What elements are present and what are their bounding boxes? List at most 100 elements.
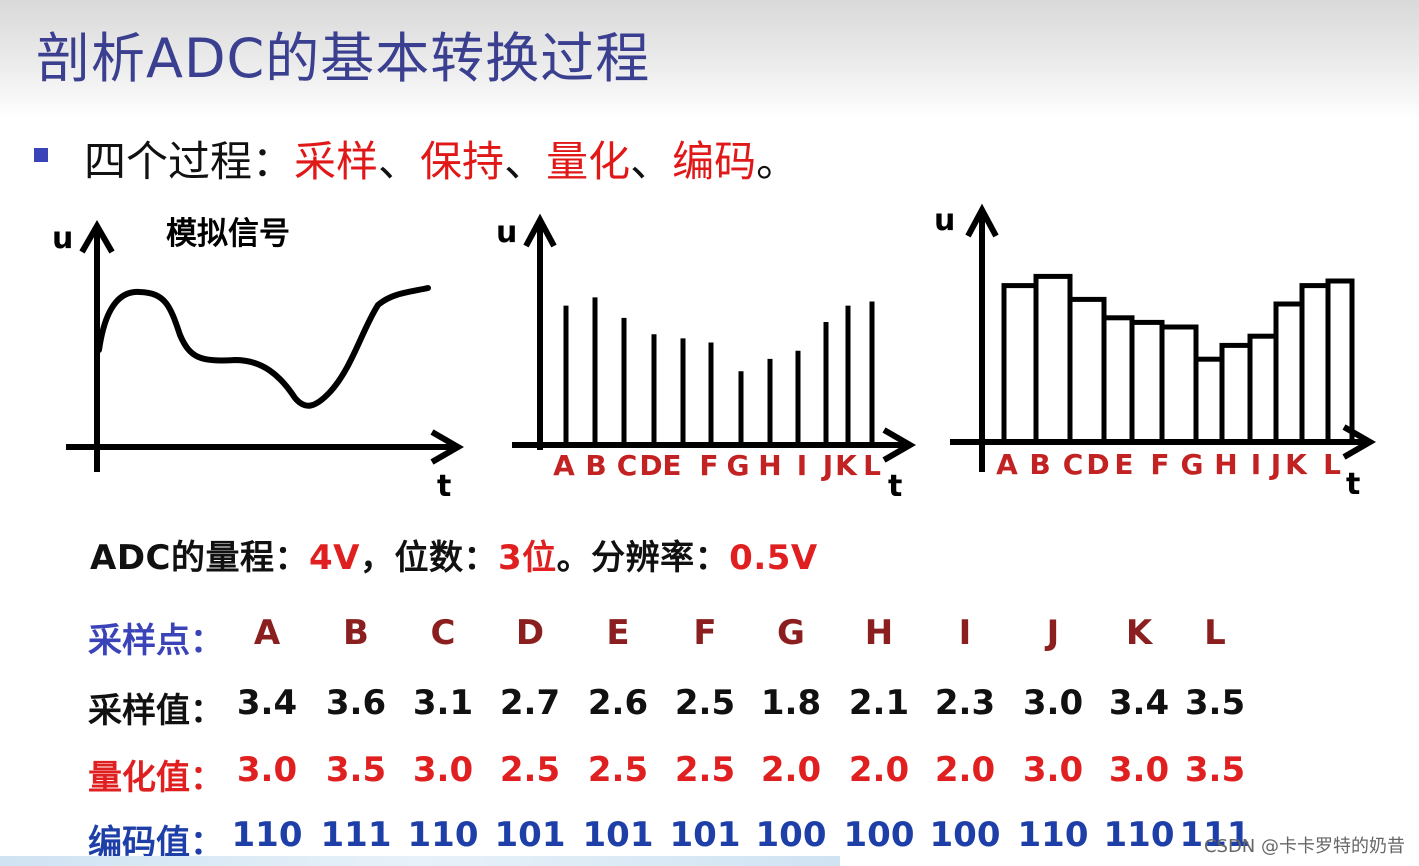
page-title: 剖析ADC的基本转换过程 <box>36 27 651 90</box>
process-quantizing: 量化 <box>546 137 631 186</box>
sample-letter: E <box>662 449 681 482</box>
range-value: 4V <box>309 538 360 578</box>
sample-value-cell: 3.4 <box>236 683 298 723</box>
sample-letter: B <box>585 449 606 482</box>
hold-letter: G <box>1181 448 1204 481</box>
hold-bar <box>1033 273 1073 445</box>
code-value-cell: 100 <box>755 815 827 855</box>
hold-letter: D <box>1086 448 1109 481</box>
sample-letter: L <box>863 449 881 482</box>
row-label-samples: 采样值： <box>88 691 224 731</box>
hold-letter: F <box>1150 448 1169 481</box>
hold-bar <box>1247 333 1279 445</box>
bottom-decorative-strip <box>0 856 840 866</box>
resolution-value: 0.5V <box>729 538 818 578</box>
hold-bar <box>1299 283 1331 445</box>
analog-signal-chart: u t 模拟信号 <box>52 216 465 504</box>
watermark: CSDN @卡卡罗特的奶昔 <box>1203 836 1405 857</box>
sample-value-cell: 2.1 <box>848 683 910 723</box>
adc-spec-line: ADC的量程：4V，位数：3位。分辨率：0.5V <box>90 530 818 579</box>
quantized-value-cell: 2.0 <box>848 750 910 790</box>
sample-point-cell: B <box>343 613 369 653</box>
code-value-cell: 111 <box>320 815 392 855</box>
quantized-value-cell: 3.0 <box>236 750 298 790</box>
x-axis-arrow-icon <box>882 427 917 463</box>
hold-letter: A <box>996 448 1018 481</box>
hold-letter: I <box>1251 448 1261 481</box>
sample-point-cell: J <box>1046 613 1060 653</box>
resolution-label: 分辨率： <box>591 538 730 578</box>
analog-signal-curve <box>96 285 431 409</box>
y-axis-arrow-icon <box>79 219 115 254</box>
hold-bars <box>1001 273 1355 445</box>
sample-point-cell: I <box>958 613 972 653</box>
sample-letter: K <box>835 449 858 482</box>
process-encoding: 编码 <box>672 137 757 186</box>
hold-bar <box>1129 319 1165 445</box>
process-sampling: 采样 <box>294 137 379 186</box>
hold-bar <box>1101 315 1135 445</box>
sample-value-cell: 3.4 <box>1108 683 1170 723</box>
hold-bar <box>1067 296 1107 445</box>
y-axis-arrow-icon <box>965 203 999 238</box>
code-value-cell: 110 <box>1103 815 1175 855</box>
bullet-row: 四个过程：采样、保持、量化、编码。 <box>34 128 798 186</box>
code-value-cell: 100 <box>843 815 915 855</box>
code-value-cell: 101 <box>494 815 566 855</box>
axis-u-label: u <box>496 215 517 250</box>
sample-value-cell: 3.0 <box>1022 683 1084 723</box>
sample-letter: A <box>553 449 575 482</box>
bullet-separator: 、 <box>504 137 547 186</box>
sample-value-cell: 3.6 <box>325 683 387 723</box>
quantized-value-cell: 3.0 <box>412 750 474 790</box>
hold-letter: J <box>1269 448 1281 481</box>
sample-letter: G <box>727 449 750 482</box>
sample-value-cell: 2.3 <box>934 683 996 723</box>
hold-bar <box>1273 301 1305 445</box>
bullet-prefix: 四个过程： <box>84 137 295 186</box>
sample-letter: H <box>758 449 781 482</box>
hold-bar <box>1325 278 1355 445</box>
code-value-cell: 101 <box>669 815 741 855</box>
quantized-value-cell: 2.0 <box>934 750 996 790</box>
sample-value-cell: 2.6 <box>587 683 649 723</box>
sample-letter: C <box>617 449 638 482</box>
quantized-value-cell: 3.0 <box>1022 750 1084 790</box>
hold-letter: C <box>1063 448 1084 481</box>
sample-letter: F <box>699 449 718 482</box>
row-label-quantized: 量化值： <box>88 758 224 798</box>
info-separator: 。 <box>556 538 592 578</box>
code-value-cell: 100 <box>929 815 1001 855</box>
sample-value-cell: 2.5 <box>674 683 736 723</box>
bullet-separator: 、 <box>630 137 673 186</box>
sample-point-cell: C <box>430 613 456 653</box>
sample-letter: J <box>821 449 833 482</box>
title-band <box>0 0 1419 120</box>
sample-value-cell: 2.7 <box>499 683 561 723</box>
axis-u-label: u <box>934 203 955 238</box>
sample-point-cell: K <box>1125 613 1153 653</box>
quantized-value-cell: 2.5 <box>499 750 561 790</box>
sample-point-cell: F <box>693 613 717 653</box>
axis-t-label: t <box>1346 467 1360 502</box>
hold-letter: H <box>1214 448 1237 481</box>
sample-point-cell: D <box>515 613 545 653</box>
hold-letter: B <box>1029 448 1050 481</box>
hold-bar <box>1001 283 1039 445</box>
bits-label: 位数： <box>394 538 498 578</box>
row-label-points: 采样点： <box>88 621 224 661</box>
sample-stems <box>563 297 875 445</box>
hold-letter: L <box>1323 448 1341 481</box>
code-value-cell: 110 <box>407 815 479 855</box>
hold-bar <box>1193 356 1225 445</box>
code-value-cell: 101 <box>582 815 654 855</box>
sample-value-cell: 1.8 <box>760 683 822 723</box>
sample-point-cell: H <box>864 613 894 653</box>
sample-value-cell: 3.1 <box>412 683 474 723</box>
quantized-value-cell: 3.5 <box>325 750 387 790</box>
axis-t-label: t <box>888 469 902 504</box>
hold-letter: E <box>1114 448 1133 481</box>
